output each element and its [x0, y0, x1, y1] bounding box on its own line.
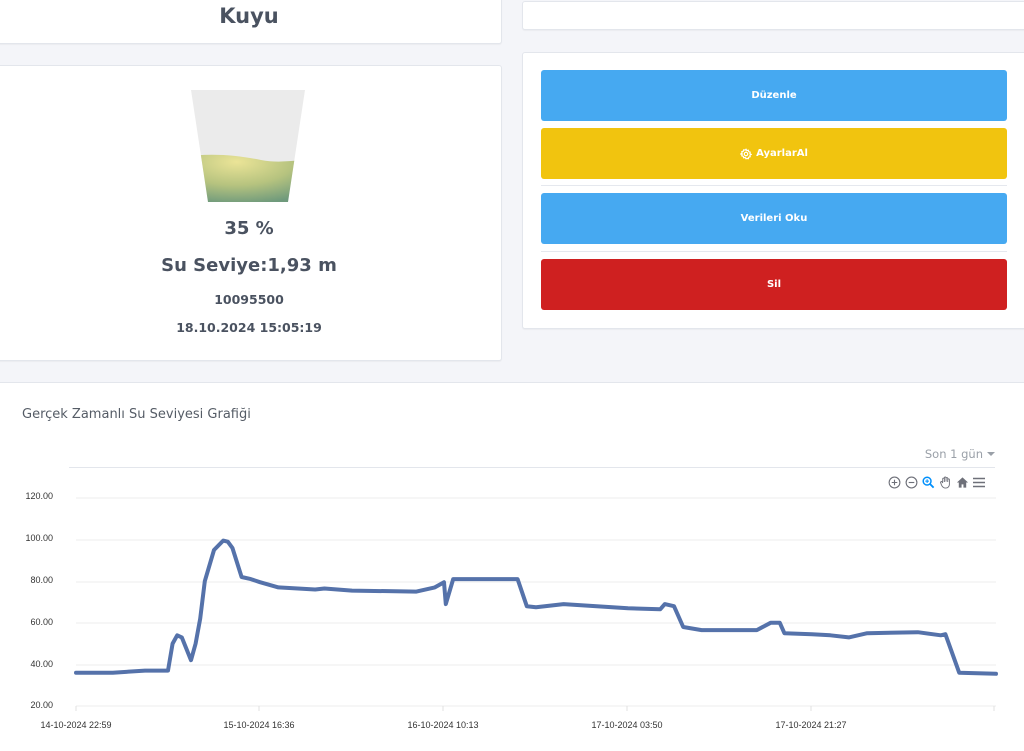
svg-text:17-10-2024 03:50: 17-10-2024 03:50	[591, 720, 662, 730]
pan-hand-icon[interactable]	[938, 475, 952, 489]
gear-icon	[740, 147, 753, 160]
device-id: 10095500	[214, 292, 284, 307]
zoom-out-icon[interactable]	[904, 475, 918, 489]
chart-toolbar	[887, 475, 986, 489]
chart-title: Gerçek Zamanlı Su Seviyesi Grafiği	[22, 407, 251, 422]
home-reset-icon[interactable]	[955, 475, 969, 489]
gauge-card: 35 % Su Seviye:1,93 m 10095500 18.10.202…	[0, 65, 502, 361]
grid-lines	[75, 497, 996, 711]
zoom-in-icon[interactable]	[887, 475, 901, 489]
svg-text:60.00: 60.00	[30, 617, 53, 627]
time-range-value: Son 1 gün	[924, 447, 983, 461]
divider	[541, 185, 1007, 186]
delete-button-label: Sil	[766, 279, 782, 290]
chart-card: Gerçek Zamanlı Su Seviyesi Grafiği Son 1…	[0, 382, 1024, 751]
menu-hamburger-icon[interactable]	[972, 475, 986, 489]
water-tank-icon	[191, 90, 305, 202]
water-level-series-line	[74, 538, 998, 676]
svg-text:100.00: 100.00	[25, 533, 53, 543]
water-level-value: Su Seviye:1,93 m	[161, 255, 337, 276]
read-data-button-label: Verileri Oku	[740, 213, 808, 224]
svg-text:14-10-2024 22:59: 14-10-2024 22:59	[40, 720, 111, 730]
edit-button[interactable]: Düzenle	[541, 70, 1007, 121]
svg-text:40.00: 40.00	[30, 659, 53, 669]
get-settings-button-label: AyarlarAl	[756, 148, 808, 159]
get-settings-button[interactable]: AyarlarAl	[541, 128, 1007, 179]
time-range-dropdown[interactable]: Son 1 gün	[925, 447, 995, 461]
svg-text:15-10-2024 16:36: 15-10-2024 16:36	[223, 720, 294, 730]
last-update-timestamp: 18.10.2024 15:05:19	[176, 320, 322, 335]
caret-down-icon	[987, 452, 995, 456]
svg-text:16-10-2024 10:13: 16-10-2024 10:13	[407, 720, 478, 730]
read-data-button[interactable]: Verileri Oku	[541, 193, 1007, 244]
water-level-line-chart: 120.00 100.00 80.00 60.00 40.00 20.00 14…	[25, 491, 998, 730]
svg-text:17-10-2024 21:27: 17-10-2024 21:27	[775, 720, 846, 730]
page-title: Kuyu	[219, 4, 279, 28]
svg-text:120.00: 120.00	[25, 491, 53, 501]
y-axis-labels: 120.00 100.00 80.00 60.00 40.00 20.00	[25, 491, 53, 710]
edit-button-label: Düzenle	[751, 90, 797, 101]
divider	[541, 251, 1007, 252]
actions-card: Düzenle AyarlarAl Verileri Oku Sil	[522, 52, 1024, 329]
zoom-selection-icon[interactable]	[921, 475, 935, 489]
delete-button[interactable]: Sil	[541, 259, 1007, 310]
svg-text:20.00: 20.00	[30, 700, 53, 710]
water-level-gauge	[191, 90, 305, 202]
level-percent: 35 %	[224, 218, 274, 239]
divider	[69, 467, 995, 468]
blank-panel	[522, 1, 1024, 30]
x-axis-labels: 14-10-2024 22:59 15-10-2024 16:36 16-10-…	[40, 720, 846, 730]
svg-text:80.00: 80.00	[30, 575, 53, 585]
title-card: Kuyu	[0, 0, 502, 44]
